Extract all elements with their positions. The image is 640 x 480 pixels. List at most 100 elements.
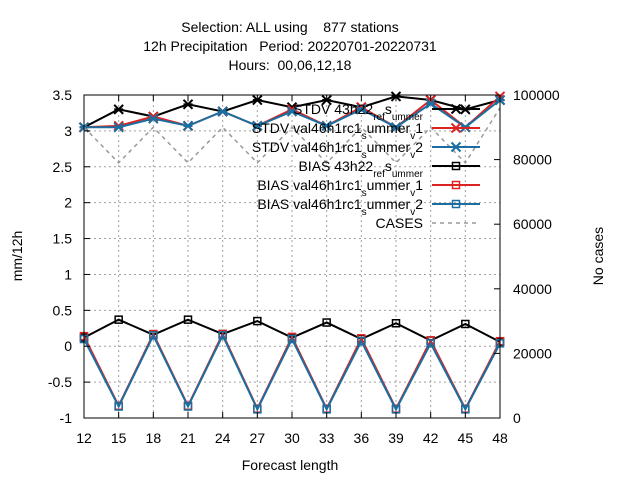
legend-label-part: CASES — [376, 215, 423, 231]
x-tick-label: 24 — [215, 430, 231, 446]
data-point-square — [322, 318, 331, 327]
data-point-star — [148, 113, 159, 124]
data-point-star — [450, 141, 462, 153]
data-point-square — [426, 339, 435, 348]
y-axis-label: mm/12h — [9, 231, 25, 282]
x-tick-label: 15 — [111, 430, 127, 446]
x-tick-label: 30 — [284, 430, 300, 446]
legend-label: BIAS val46h1rc1summerv2 — [257, 196, 423, 218]
data-point-square — [451, 199, 461, 209]
legend-label-part: STDV val46h1rc1 — [252, 139, 362, 155]
legend-label-subscript: s — [362, 131, 367, 142]
legend-label: STDV 43h22refsummer — [293, 101, 424, 123]
legend-label-part: 2 — [415, 196, 423, 212]
data-point-square — [451, 180, 461, 190]
x-tick-label: 36 — [354, 430, 370, 446]
y-tick-label: 3 — [64, 123, 72, 139]
data-point-square — [149, 331, 158, 340]
legend-entry-7: CASES — [376, 215, 480, 231]
x-tick-label: 39 — [388, 430, 404, 446]
legend-label: BIAS val46h1rc1summerv1 — [257, 177, 423, 199]
series-6 — [79, 331, 505, 414]
data-point-square — [461, 319, 470, 329]
data-point-star — [182, 120, 194, 132]
title-line-2: 12h Precipitation Period: 20220701-20220… — [143, 38, 437, 54]
legend-label-subscript: ref — [373, 169, 385, 180]
legend-entry-1: STDV 43h22refsummer — [293, 101, 480, 123]
x-tick-label: 45 — [458, 430, 474, 446]
title-line-1: Selection: ALL using 877 stations — [181, 19, 398, 35]
data-point-square — [114, 402, 123, 411]
data-point-star — [286, 106, 298, 117]
legend-entry-6: BIAS val46h1rc1summerv2 — [257, 196, 480, 218]
legend-label-part: STDV 43h22 — [293, 101, 373, 117]
data-point-square — [114, 315, 123, 324]
legend-entry-4: BIAS 43h22refsummer — [298, 158, 480, 180]
legend-label-subscript: v — [410, 131, 415, 142]
chart-title: Selection: ALL using 877 stations 12h Pr… — [143, 19, 437, 73]
y-tick-label: 2 — [64, 195, 72, 211]
x-tick-label: 21 — [180, 430, 196, 446]
y-tick-label: 1 — [64, 266, 72, 282]
y2-tick-label: 60000 — [513, 216, 552, 232]
x-axis-label: Forecast length — [242, 457, 339, 473]
data-point-star — [217, 106, 228, 117]
data-point-square — [253, 316, 262, 326]
legend-label: STDV val46h1rc1summerv1 — [252, 120, 423, 142]
data-point-star — [356, 104, 367, 115]
legend-label-subscript: ummer — [392, 169, 424, 180]
y-tick-label: 1.5 — [53, 231, 73, 247]
data-point-square — [183, 402, 193, 411]
y2-tick-label: 100000 — [513, 87, 560, 103]
legend-label-subscript: ref — [373, 112, 385, 123]
legend-entry-3: STDV val46h1rc1summerv2 — [252, 139, 480, 161]
x-tick-label: 33 — [319, 430, 335, 446]
data-point-square — [183, 315, 193, 324]
y-tick-label: 0.5 — [53, 302, 73, 318]
legend-label-part: ummer — [367, 177, 411, 193]
legend-label-part: 1 — [415, 120, 423, 136]
y-tick-label: -0.5 — [48, 374, 72, 390]
data-point-square — [391, 319, 401, 328]
data-point-square — [287, 334, 297, 344]
y-tick-label: 3.5 — [53, 87, 73, 103]
legend-label-part: BIAS 43h22 — [298, 158, 373, 174]
data-point-square — [357, 336, 366, 346]
y2-axis-label: No cases — [590, 227, 606, 285]
legend-label: STDV val46h1rc1summerv2 — [252, 139, 423, 161]
series-line — [83, 333, 501, 412]
legend-label-subscript: s — [362, 207, 367, 218]
data-point-star — [390, 122, 402, 133]
legend-label-subscript: ummer — [392, 112, 424, 123]
legend-label-subscript: v — [410, 150, 415, 161]
legend-label-part: ummer — [367, 139, 411, 155]
y2-tick-label: 40000 — [513, 281, 552, 297]
data-point-star — [113, 122, 124, 133]
legend-entry-5: BIAS val46h1rc1summerv1 — [257, 177, 480, 199]
y2-tick-label: 20000 — [513, 345, 552, 361]
y-tick-label: 2.5 — [53, 159, 73, 175]
title-line-3: Hours: 00,06,12,18 — [229, 57, 352, 73]
legend-label-subscript: v — [410, 188, 415, 199]
x-tick-label: 12 — [76, 430, 92, 446]
data-point-star — [252, 120, 263, 132]
legend-label-part: ummer — [367, 196, 411, 212]
legend-label-subscript: s — [362, 150, 367, 161]
data-point-star — [425, 98, 436, 109]
legend-label-subscript: s — [362, 188, 367, 199]
y2-tick-label: 80000 — [513, 152, 552, 168]
x-tick-label: 18 — [146, 430, 162, 446]
legend-label-part: s — [385, 101, 392, 117]
data-point-square — [218, 331, 227, 340]
data-point-square — [451, 161, 461, 171]
series-7 — [83, 107, 501, 165]
y-tick-label: -1 — [60, 410, 73, 426]
legend-label-part: s — [385, 158, 392, 174]
y2-tick-label: 0 — [513, 410, 521, 426]
legend-label-part: ummer — [367, 120, 411, 136]
data-point-star — [113, 104, 124, 115]
legend-label: BIAS 43h22refsummer — [298, 158, 423, 180]
